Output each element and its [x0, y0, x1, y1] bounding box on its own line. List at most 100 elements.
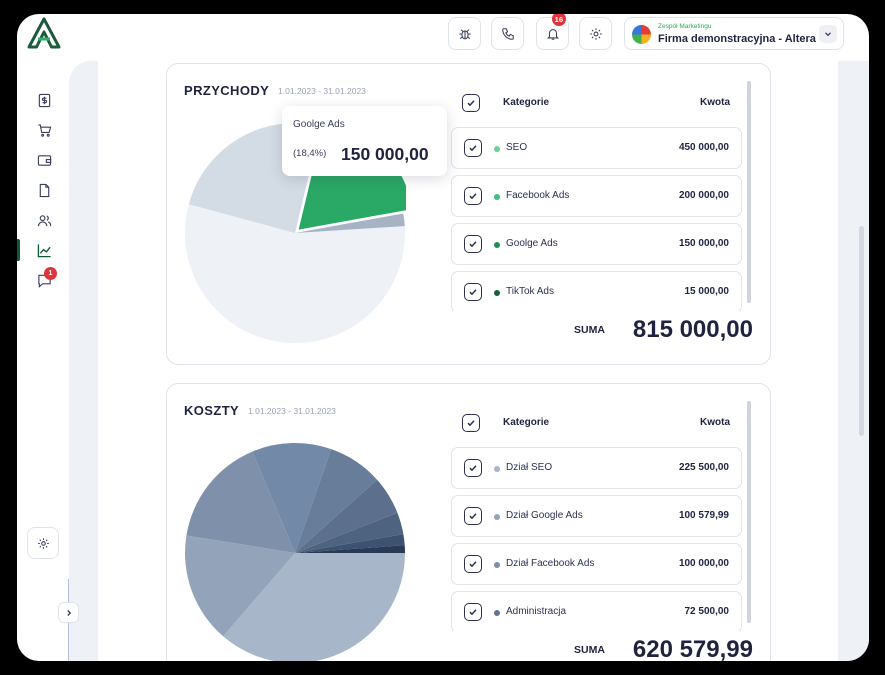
gear-icon: [589, 27, 602, 40]
check-icon: [467, 420, 475, 427]
row-checkbox[interactable]: [464, 283, 482, 301]
category-label: Administracja: [506, 606, 567, 617]
pie-slice[interactable]: [184, 204, 405, 344]
table-row[interactable]: Dział Facebook Ads 100 000,00: [451, 543, 742, 585]
wallet-icon: [37, 154, 51, 166]
pie-slice[interactable]: [295, 545, 405, 553]
app-logo[interactable]: [27, 17, 61, 49]
chart-line-icon: [37, 243, 51, 257]
sidebar-item-documents[interactable]: [35, 181, 53, 199]
chevron-down-icon[interactable]: [819, 25, 837, 43]
revenue-table-header: Kategorie Kwota: [462, 94, 744, 114]
row-checkbox[interactable]: [464, 555, 482, 573]
category-label: Dział Google Ads: [506, 510, 583, 521]
check-icon: [467, 100, 475, 107]
pie-slice[interactable]: [295, 449, 378, 553]
revenue-title: PRZYCHODY: [184, 83, 270, 98]
check-icon: [469, 241, 477, 248]
phone-button[interactable]: [491, 17, 524, 50]
check-icon: [469, 193, 477, 200]
category-color-dot: [494, 242, 500, 248]
pie-slice[interactable]: [252, 443, 332, 553]
table-row[interactable]: Facebook Ads 200 000,00: [451, 175, 742, 217]
chart-tooltip: Goolge Ads (18,4%) 150 000,00: [282, 106, 447, 176]
pie-slice[interactable]: [184, 535, 295, 637]
category-color-dot: [494, 562, 500, 568]
costs-title: KOSZTY: [184, 403, 240, 418]
category-amount: 150 000,00: [678, 238, 729, 249]
category-color-dot: [494, 610, 500, 616]
check-icon: [469, 561, 477, 568]
row-checkbox[interactable]: [464, 139, 482, 157]
pie-slice[interactable]: [295, 479, 398, 553]
row-checkbox[interactable]: [464, 187, 482, 205]
check-icon: [469, 289, 477, 296]
costs-pie-chart[interactable]: [184, 442, 406, 661]
pie-slice[interactable]: [295, 534, 405, 553]
table-row[interactable]: TikTok Ads 15 000,00: [451, 271, 742, 311]
sidebar-item-cart[interactable]: [35, 121, 53, 139]
company-switcher[interactable]: Zespół Marketingu Firma demonstracyjna -…: [624, 17, 844, 50]
page-scrollbar[interactable]: [859, 226, 864, 436]
costs-card: KOSZTY 1.01.2023 - 31.01.2023 Kategorie …: [166, 383, 771, 661]
document-icon: [39, 183, 49, 197]
check-icon: [469, 513, 477, 520]
sidebar-toggle-button[interactable]: [58, 602, 79, 623]
costs-date-range: 1.01.2023 - 31.01.2023: [248, 406, 336, 416]
users-icon: [37, 214, 51, 226]
bug-report-button[interactable]: [448, 17, 481, 50]
table-row[interactable]: Goolge Ads 150 000,00: [451, 223, 742, 265]
pie-slice[interactable]: [295, 213, 405, 233]
tooltip-percent: (18,4%): [293, 148, 327, 159]
row-checkbox[interactable]: [464, 459, 482, 477]
column-header-amount: Kwota: [700, 417, 730, 428]
sidebar-item-invoices[interactable]: [35, 91, 53, 109]
sidebar-item-analytics[interactable]: [35, 241, 53, 259]
revenue-table-scrollbar[interactable]: [747, 81, 751, 303]
check-icon: [469, 465, 477, 472]
table-row[interactable]: Administracja 72 500,00: [451, 591, 742, 631]
category-amount: 450 000,00: [678, 142, 729, 153]
revenue-rows: SEO 450 000,00 Facebook Ads 200 000,00 Goolg…: [451, 127, 743, 311]
app-window: 16 Zespół Marketingu Firma demonstracyjn…: [17, 14, 869, 661]
notifications-button[interactable]: 16: [536, 14, 569, 50]
row-checkbox[interactable]: [464, 507, 482, 525]
select-all-checkbox[interactable]: [462, 94, 480, 112]
table-row[interactable]: Dział Google Ads 100 579,99: [451, 495, 742, 537]
costs-table-header: Kategorie Kwota: [462, 414, 744, 434]
settings-button[interactable]: [579, 17, 612, 50]
costs-sum-label: SUMA: [574, 644, 605, 656]
sidebar-item-contacts[interactable]: [35, 211, 53, 229]
bell-icon: [546, 28, 559, 40]
row-checkbox[interactable]: [464, 603, 482, 621]
category-label: Goolge Ads: [506, 238, 558, 249]
sidebar-settings-button[interactable]: [27, 527, 59, 559]
costs-table-scrollbar[interactable]: [747, 401, 751, 623]
bug-icon: [458, 28, 471, 39]
select-all-checkbox[interactable]: [462, 414, 480, 432]
category-amount: 72 500,00: [684, 606, 730, 617]
category-amount: 100 000,00: [678, 558, 729, 569]
pie-slice[interactable]: [186, 451, 295, 553]
check-icon: [469, 609, 477, 616]
category-color-dot: [494, 466, 500, 472]
category-color-dot: [494, 514, 500, 520]
pie-slice[interactable]: [295, 512, 404, 553]
table-row[interactable]: Dział SEO 225 500,00: [451, 447, 742, 489]
category-amount: 100 579,99: [678, 510, 729, 521]
revenue-sum-label: SUMA: [574, 324, 605, 336]
row-checkbox[interactable]: [464, 235, 482, 253]
sidebar-item-wallet[interactable]: [35, 151, 53, 169]
revenue-date-range: 1.01.2023 - 31.01.2023: [278, 86, 366, 96]
column-header-category: Kategorie: [503, 97, 550, 108]
category-label: Dział Facebook Ads: [506, 558, 595, 569]
table-row[interactable]: SEO 450 000,00: [451, 127, 742, 169]
category-label: SEO: [506, 142, 528, 153]
column-header-category: Kategorie: [503, 417, 550, 428]
category-label: Dział SEO: [506, 462, 553, 473]
check-icon: [469, 145, 477, 152]
company-name: Firma demonstracyjna - Altera: [658, 33, 816, 45]
category-amount: 15 000,00: [684, 286, 730, 297]
pie-slice[interactable]: [223, 553, 405, 661]
revenue-card: PRZYCHODY 1.01.2023 - 31.01.2023 Kategor…: [166, 63, 771, 365]
